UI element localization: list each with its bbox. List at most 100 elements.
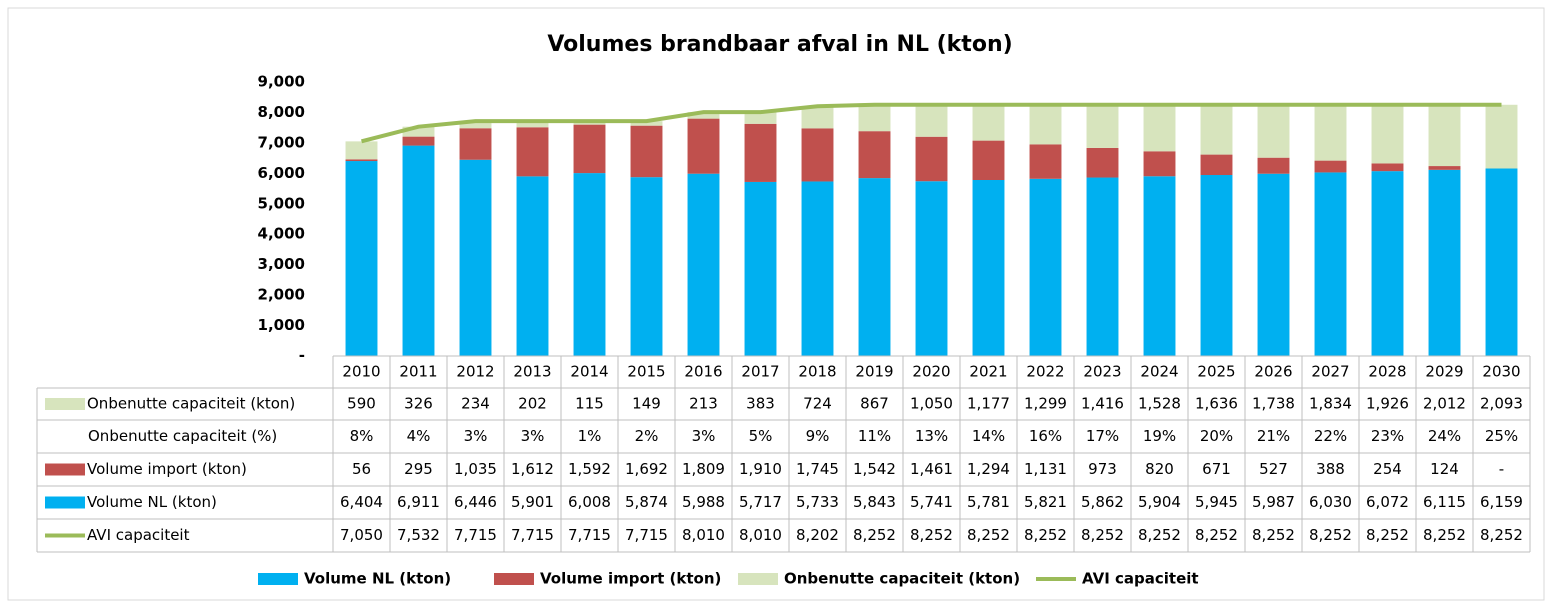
table-cell: 383 (746, 395, 775, 413)
bar-segment (459, 128, 492, 160)
table-cell: 6,446 (454, 493, 497, 511)
y-tick-label: 8,000 (258, 103, 305, 121)
table-cell: 8,252 (1309, 526, 1352, 544)
table-cell: 2,093 (1480, 395, 1523, 413)
table-row-label: Volume import (kton) (87, 460, 247, 478)
table-legend-key (45, 398, 85, 410)
table-cell: 234 (461, 395, 490, 413)
bar-segment (972, 140, 1005, 181)
table-cell: 11% (858, 427, 891, 445)
table-cell: 9% (806, 427, 830, 445)
table-cell: 5,741 (910, 493, 953, 511)
table-cell: 1,636 (1195, 395, 1238, 413)
x-tick-label: 2019 (855, 363, 893, 381)
y-tick-label: 2,000 (258, 286, 305, 304)
legend-label: Volume NL (kton) (304, 570, 451, 588)
table-cell: 6,911 (397, 493, 440, 511)
table-cell: 6,008 (568, 493, 611, 511)
bar-segment (744, 123, 777, 182)
x-tick-label: 2023 (1083, 363, 1121, 381)
x-tick-label: 2018 (798, 363, 836, 381)
bar-segment (1029, 144, 1062, 179)
table-cell: 5,874 (625, 493, 668, 511)
bar-segment (1371, 163, 1404, 172)
x-tick-label: 2013 (513, 363, 551, 381)
table-cell: 8,252 (1423, 526, 1466, 544)
bar-segment (1428, 169, 1461, 356)
table-cell: 23% (1371, 427, 1404, 445)
table-legend-key (45, 463, 85, 476)
bar-segment (630, 121, 663, 126)
table-cell: 8,252 (967, 526, 1010, 544)
bar-segment (1086, 104, 1119, 148)
table-cell: 7,715 (625, 526, 668, 544)
table-cell: 22% (1314, 427, 1347, 445)
table-row-label: Volume NL (kton) (87, 493, 217, 511)
table-cell: 8,252 (853, 526, 896, 544)
table-cell: 1,692 (625, 460, 668, 478)
table-cell: 5,821 (1024, 493, 1067, 511)
bar-segment (1485, 104, 1518, 169)
table-cell: 1,461 (910, 460, 953, 478)
line-series (361, 102, 1502, 144)
x-tick-label: 2014 (570, 363, 608, 381)
table-cell: 8,010 (682, 526, 725, 544)
table-row-label: AVI capaciteit (87, 526, 190, 544)
table-cell: 590 (347, 395, 376, 413)
table-cell: 1% (578, 427, 602, 445)
x-tick-label: 2022 (1026, 363, 1064, 381)
table-cell: 13% (915, 427, 948, 445)
legend-key (494, 573, 534, 585)
x-tick-label: 2011 (399, 363, 437, 381)
table-cell: 1,738 (1252, 395, 1295, 413)
table-cell: 24% (1428, 427, 1461, 445)
chart-title: Volumes brandbaar afval in NL (kton) (547, 32, 1012, 57)
bar-segment (1143, 151, 1176, 177)
bar-segment (687, 173, 720, 356)
table-cell: 1,528 (1138, 395, 1181, 413)
legend-label: AVI capaciteit (1082, 570, 1199, 588)
table-cell: 8% (350, 427, 374, 445)
table-cell: 867 (860, 395, 889, 413)
bar-segment (801, 181, 834, 356)
table-cell: 5,987 (1252, 493, 1295, 511)
table-cell: 7,715 (511, 526, 554, 544)
table-cell: 671 (1202, 460, 1231, 478)
table-cell: 5% (749, 427, 773, 445)
table-cell: 1,834 (1309, 395, 1352, 413)
bar-segment (573, 173, 606, 356)
x-tick-label: 2020 (912, 363, 950, 381)
bar-segment (1143, 176, 1176, 356)
bar-segment (345, 141, 378, 160)
table-cell: 8,010 (739, 526, 782, 544)
table-cell: 5,988 (682, 493, 725, 511)
bar-segment (1029, 178, 1062, 356)
bar-segment (687, 118, 720, 174)
bar-segment (1371, 104, 1404, 164)
bar-segment (1257, 173, 1290, 356)
table-cell: 1,910 (739, 460, 782, 478)
bar-segment (1200, 154, 1233, 176)
x-tick-label: 2028 (1368, 363, 1406, 381)
table-cell: 7,715 (568, 526, 611, 544)
legend-key (738, 573, 778, 585)
bar-segment (915, 181, 948, 356)
table-cell: 1,131 (1024, 460, 1067, 478)
table-cell: 6,072 (1366, 493, 1409, 511)
y-tick-label: 3,000 (258, 255, 305, 273)
table-cell: 6,159 (1480, 493, 1523, 511)
table-cell: 6,115 (1423, 493, 1466, 511)
bar-segment (972, 180, 1005, 356)
bar-segment (915, 136, 948, 182)
y-tick-label: 6,000 (258, 164, 305, 182)
bar-segment (972, 104, 1005, 141)
bar-segment (1257, 104, 1290, 158)
table-cell: 8,252 (1081, 526, 1124, 544)
bar-segment (744, 112, 777, 124)
table-cell: 213 (689, 395, 718, 413)
legend-label: Onbenutte capaciteit (kton) (784, 570, 1020, 588)
table-cell: 5,733 (796, 493, 839, 511)
table-cell: 56 (352, 460, 371, 478)
table-cell: 1,050 (910, 395, 953, 413)
bar-segment (801, 128, 834, 182)
